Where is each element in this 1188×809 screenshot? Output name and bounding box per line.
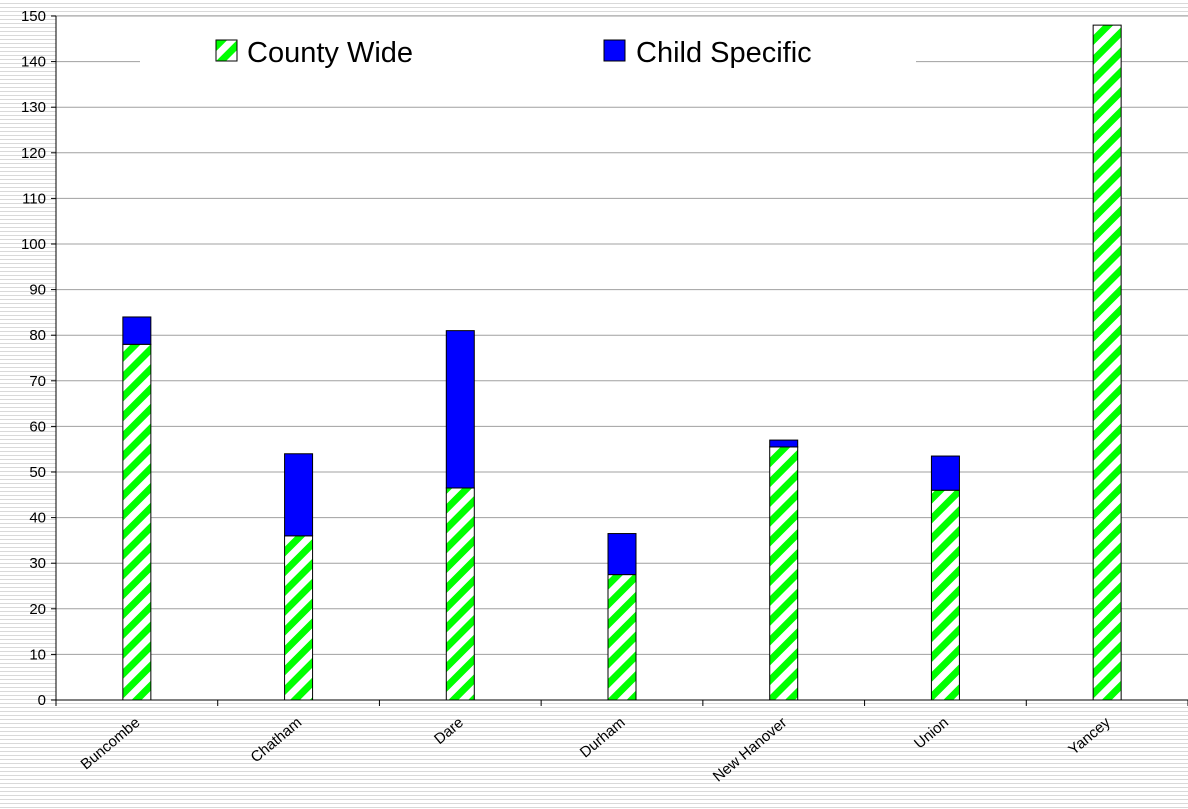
bar-child-specific bbox=[445, 330, 475, 489]
legend-label-child-specific: Child Specific bbox=[636, 37, 812, 69]
x-tick-label: Buncombe bbox=[78, 714, 144, 773]
y-tick-label: 120 bbox=[21, 145, 46, 162]
y-tick-label: 40 bbox=[29, 510, 46, 527]
bar-county-wide bbox=[445, 487, 475, 701]
bar-county-wide bbox=[1092, 24, 1122, 701]
bar-child-specific bbox=[607, 533, 637, 576]
bar-county-wide bbox=[769, 446, 799, 701]
x-tick-label: Dare bbox=[431, 714, 467, 748]
bar-county-wide bbox=[122, 343, 152, 701]
bar-child-specific bbox=[769, 439, 799, 448]
legend-swatch-child-specific bbox=[603, 39, 626, 62]
y-tick-label: 100 bbox=[21, 236, 46, 253]
legend-label-county-wide: County Wide bbox=[247, 37, 413, 69]
y-tick-label: 130 bbox=[21, 99, 46, 116]
y-tick-label: 80 bbox=[29, 327, 46, 344]
bar-county-wide bbox=[607, 574, 637, 701]
y-tick-label: 70 bbox=[29, 373, 46, 390]
y-tick-label: 30 bbox=[29, 555, 46, 572]
y-tick-label: 110 bbox=[22, 190, 46, 207]
x-tick-label: Durham bbox=[577, 714, 629, 761]
y-tick-label: 60 bbox=[29, 418, 46, 435]
y-tick-label: 20 bbox=[29, 601, 46, 618]
x-tick-label: Yancey bbox=[1065, 714, 1114, 759]
y-tick-label: 50 bbox=[29, 464, 46, 481]
x-tick-label: Union bbox=[911, 714, 952, 752]
bars bbox=[122, 24, 1122, 701]
y-tick-label: 150 bbox=[21, 8, 46, 25]
y-tick-label: 10 bbox=[29, 646, 46, 663]
legend-swatch-county-wide bbox=[215, 39, 238, 62]
y-tick-label: 0 bbox=[38, 692, 46, 709]
y-tick-label: 90 bbox=[29, 282, 46, 299]
legend-box bbox=[140, 24, 916, 78]
bar-child-specific bbox=[122, 316, 152, 345]
bar-county-wide bbox=[284, 535, 314, 701]
legend: County Wide Child Specific bbox=[140, 24, 916, 78]
x-tick-label: New Hanover bbox=[710, 714, 791, 785]
bar-county-wide bbox=[930, 489, 960, 701]
y-tick-label: 140 bbox=[21, 54, 46, 71]
x-tick-label: Chatham bbox=[248, 714, 306, 766]
bar-child-specific bbox=[930, 455, 960, 491]
bar-child-specific bbox=[284, 453, 314, 537]
